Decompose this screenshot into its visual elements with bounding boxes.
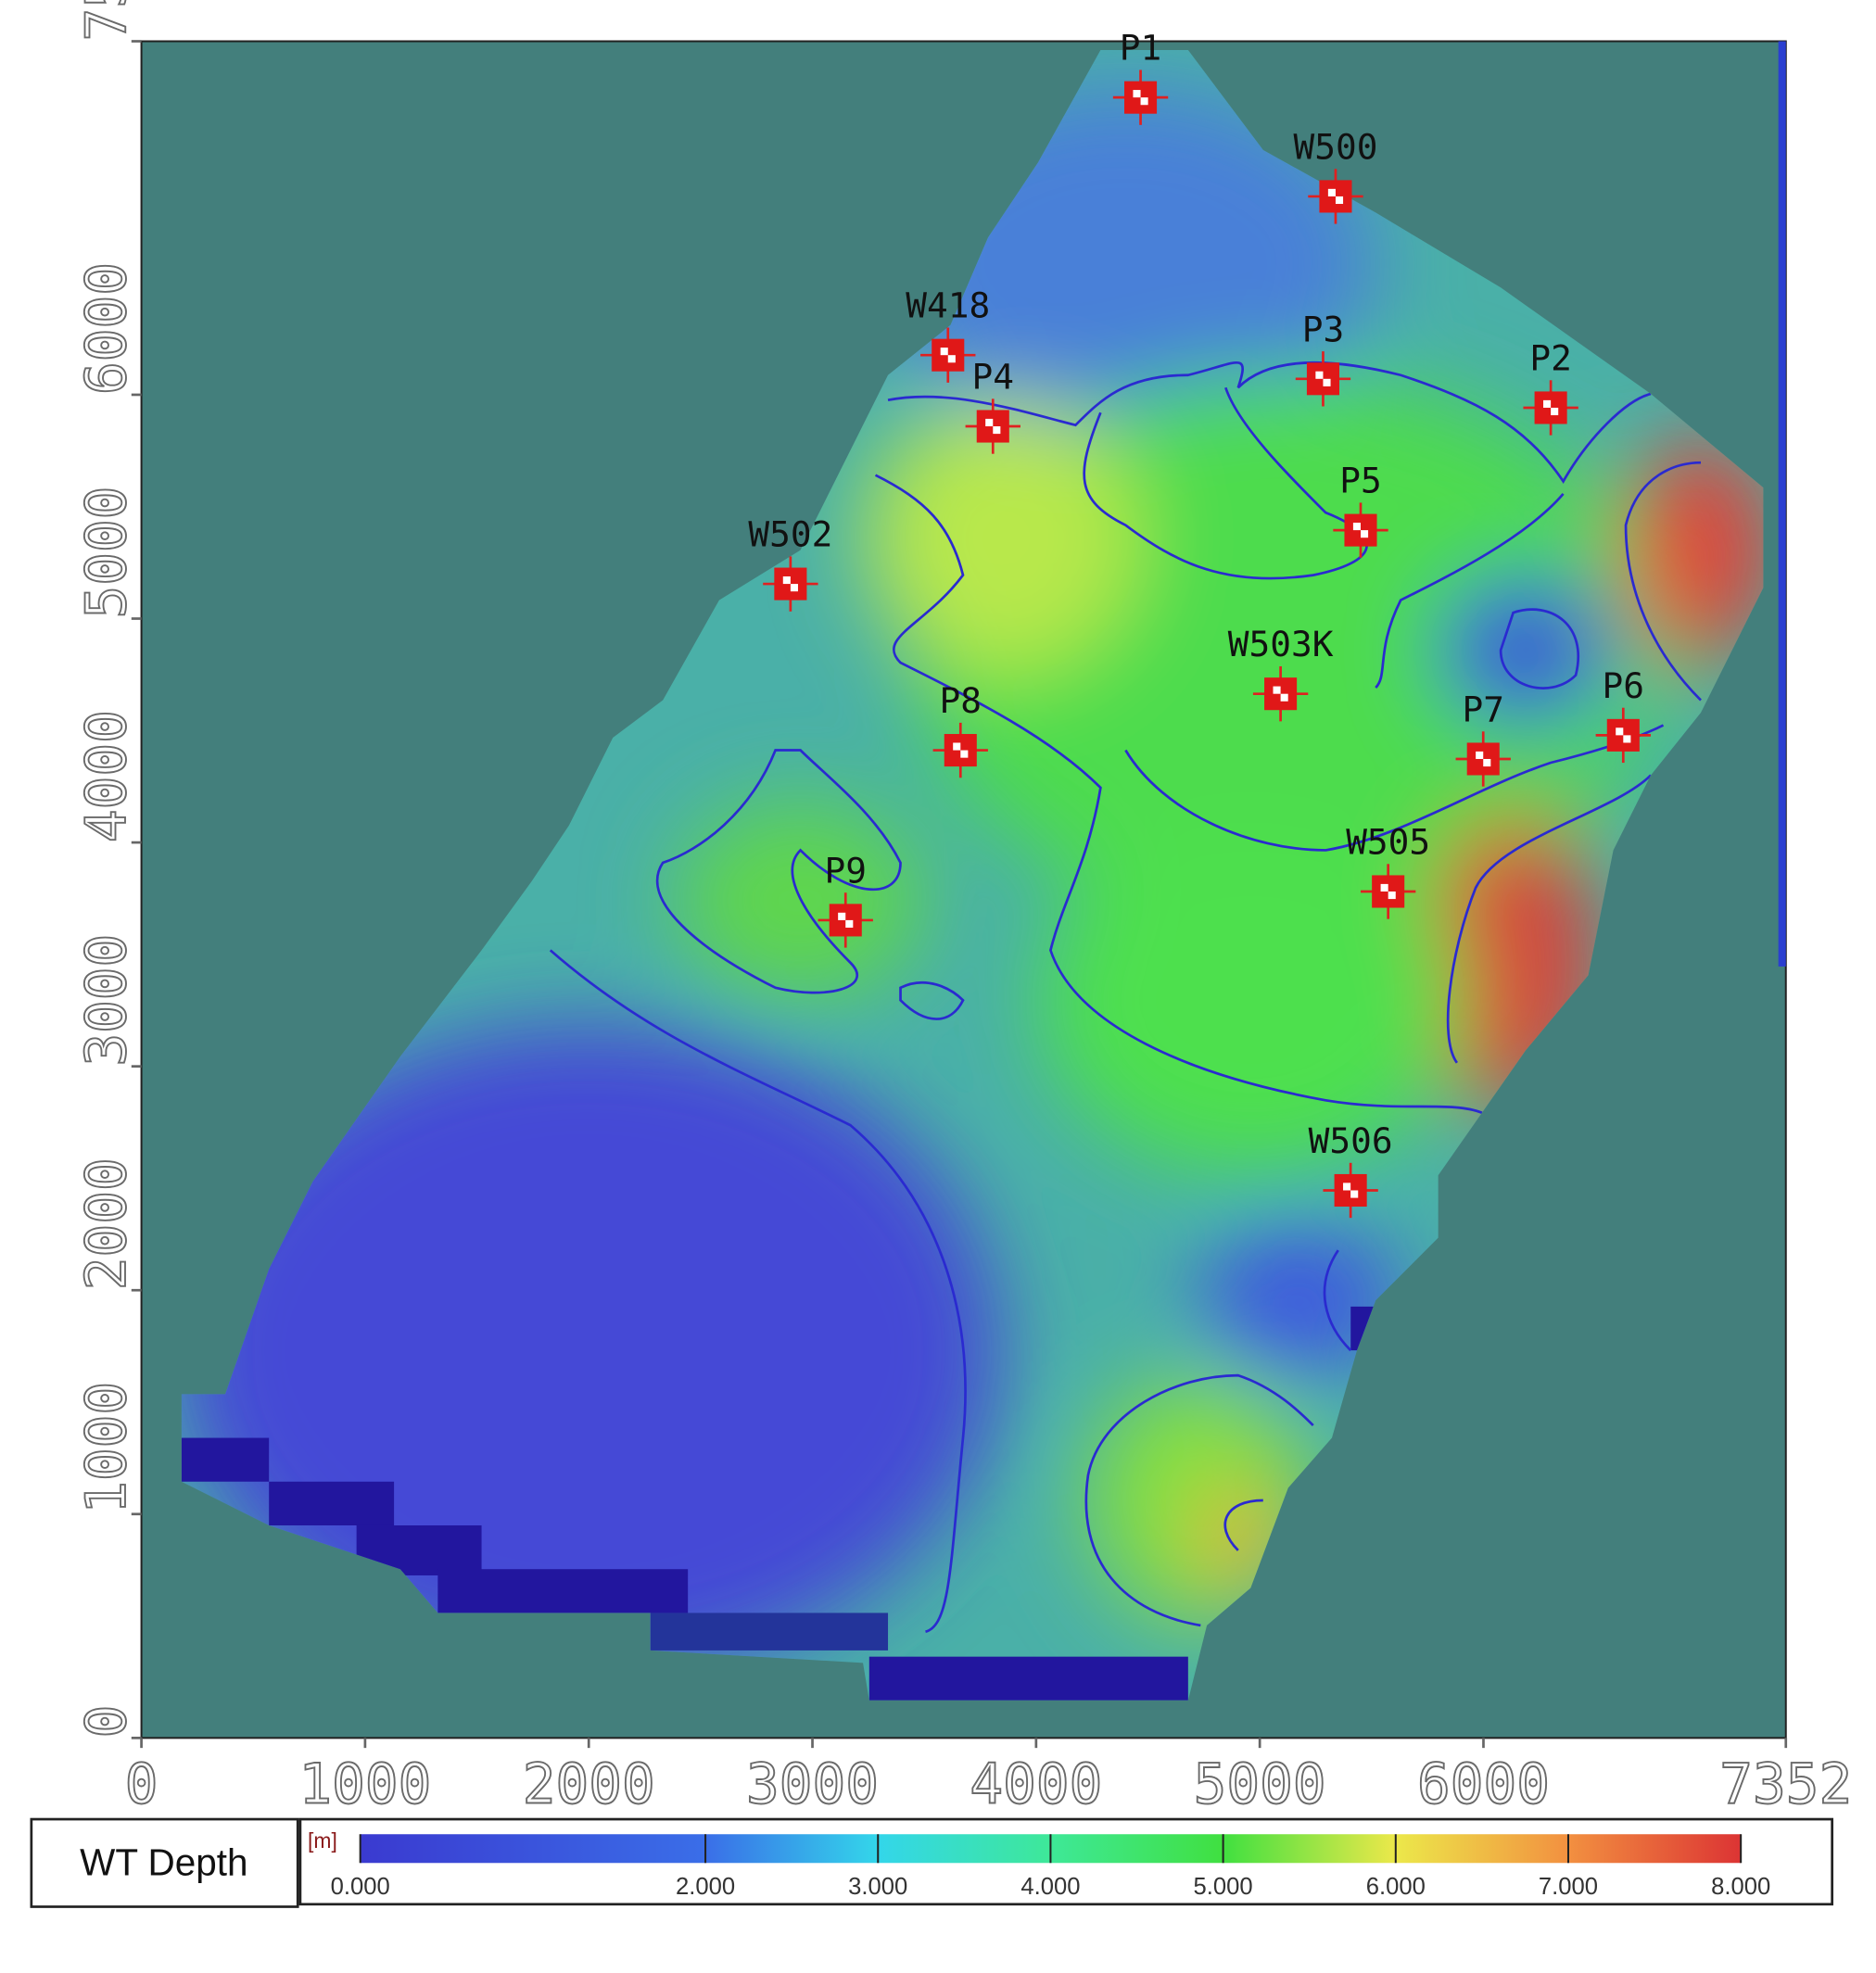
well-marker-center <box>790 584 798 592</box>
well <box>1112 70 1169 125</box>
x-tick-label: 4000 <box>970 1752 1102 1815</box>
well <box>818 892 873 948</box>
overlay: 0 1000 2000 3000 4000 5000 6000 7352 0 1000 2000 30… <box>73 0 1853 1900</box>
well <box>1333 502 1388 558</box>
well-marker-center <box>1360 530 1369 538</box>
well <box>1360 864 1416 919</box>
x-tick-label: 7352 <box>1719 1752 1852 1815</box>
x-tick-label: 6000 <box>1417 1752 1550 1815</box>
well-marker-center <box>1273 686 1281 694</box>
x-tick-label: 5000 <box>1194 1752 1326 1815</box>
well-marker-center <box>1327 188 1336 196</box>
colorbar-label: 6.000 <box>1366 1874 1426 1900</box>
y-tick-label: 3000 <box>74 934 138 1067</box>
x-tick-label: 2000 <box>523 1752 655 1815</box>
well-label: W500 <box>1293 126 1377 167</box>
legend-title: WT Depth <box>80 1841 247 1884</box>
colorbar-label: 8.000 <box>1711 1874 1770 1900</box>
well-marker-center <box>960 750 969 758</box>
well-marker <box>976 410 1009 443</box>
well-label: P4 <box>972 357 1014 398</box>
y-tick-label: 6000 <box>74 262 138 395</box>
well-marker-center <box>1315 371 1324 379</box>
colorbar-label: 2.000 <box>676 1874 735 1900</box>
x-tick-label: 0 <box>125 1752 158 1815</box>
well <box>932 722 988 778</box>
well <box>965 398 1020 454</box>
well-label: P9 <box>825 850 867 891</box>
well-marker-center <box>1623 735 1631 743</box>
well-marker-center <box>1352 523 1361 531</box>
well <box>920 327 976 383</box>
contours <box>549 360 1702 1633</box>
well-marker-center <box>1140 97 1148 106</box>
well <box>1323 1162 1378 1219</box>
colorbar-label: 4.000 <box>1020 1874 1080 1900</box>
well-label: P8 <box>940 680 982 721</box>
well-label: W502 <box>748 514 832 555</box>
y-tick-label: 1000 <box>74 1382 138 1514</box>
well-label: P7 <box>1462 689 1503 730</box>
well-label: P1 <box>1120 28 1161 69</box>
well <box>1295 351 1351 407</box>
well-marker-center <box>1551 407 1559 416</box>
well <box>1252 666 1309 722</box>
well <box>1308 169 1363 224</box>
well-marker-center <box>1616 727 1624 736</box>
well-marker-center <box>1280 693 1288 702</box>
well-label: W506 <box>1309 1120 1393 1161</box>
y-tick-label: 5000 <box>74 487 138 619</box>
legend-title-box <box>30 1817 299 1908</box>
well-label: P3 <box>1302 309 1344 349</box>
x-tick-label: 3000 <box>746 1752 879 1815</box>
well-marker-center <box>782 575 791 585</box>
well-marker-center <box>1323 378 1331 386</box>
y-tick-label: 0 <box>74 1705 138 1739</box>
well-marker-center <box>845 919 854 929</box>
well-marker-center <box>838 912 846 920</box>
colorbar-label: 0.000 <box>331 1874 390 1900</box>
well-marker-center <box>1133 90 1141 98</box>
colorbar-label: 5.000 <box>1194 1874 1253 1900</box>
well <box>1455 731 1511 787</box>
colorbar-unit: [m] <box>308 1828 337 1853</box>
y-tick-label: 7579 <box>74 0 138 42</box>
well <box>1523 380 1578 436</box>
y-tick-label: 2000 <box>74 1157 138 1290</box>
well-label: W503K <box>1228 624 1334 664</box>
well-marker-center <box>985 418 994 427</box>
well-label: P2 <box>1529 337 1571 378</box>
well-label: P5 <box>1339 461 1381 501</box>
well-label: W505 <box>1346 822 1430 863</box>
well-marker-center <box>1350 1190 1359 1198</box>
well-label: W418 <box>906 285 990 326</box>
well-marker-center <box>940 348 948 356</box>
well-marker-center <box>953 742 961 751</box>
edge-strip <box>1778 41 1786 967</box>
well-marker-center <box>1543 399 1552 408</box>
colorbar-label: 7.000 <box>1539 1874 1598 1900</box>
colorbar-label: 3.000 <box>848 1874 907 1900</box>
well-marker-center <box>1483 758 1491 767</box>
well <box>1595 707 1651 764</box>
well-marker-center <box>1343 1183 1351 1191</box>
x-tick-label: 1000 <box>298 1752 431 1815</box>
well-marker-center <box>1476 751 1484 759</box>
y-tick-label: 4000 <box>74 710 138 842</box>
well-marker-center <box>947 355 956 363</box>
well <box>763 556 818 612</box>
well-marker-center <box>1335 196 1344 205</box>
well-marker-center <box>993 426 1001 435</box>
well-label: P6 <box>1603 665 1644 706</box>
well-marker-center <box>1380 883 1388 892</box>
well-marker-center <box>1388 891 1396 900</box>
